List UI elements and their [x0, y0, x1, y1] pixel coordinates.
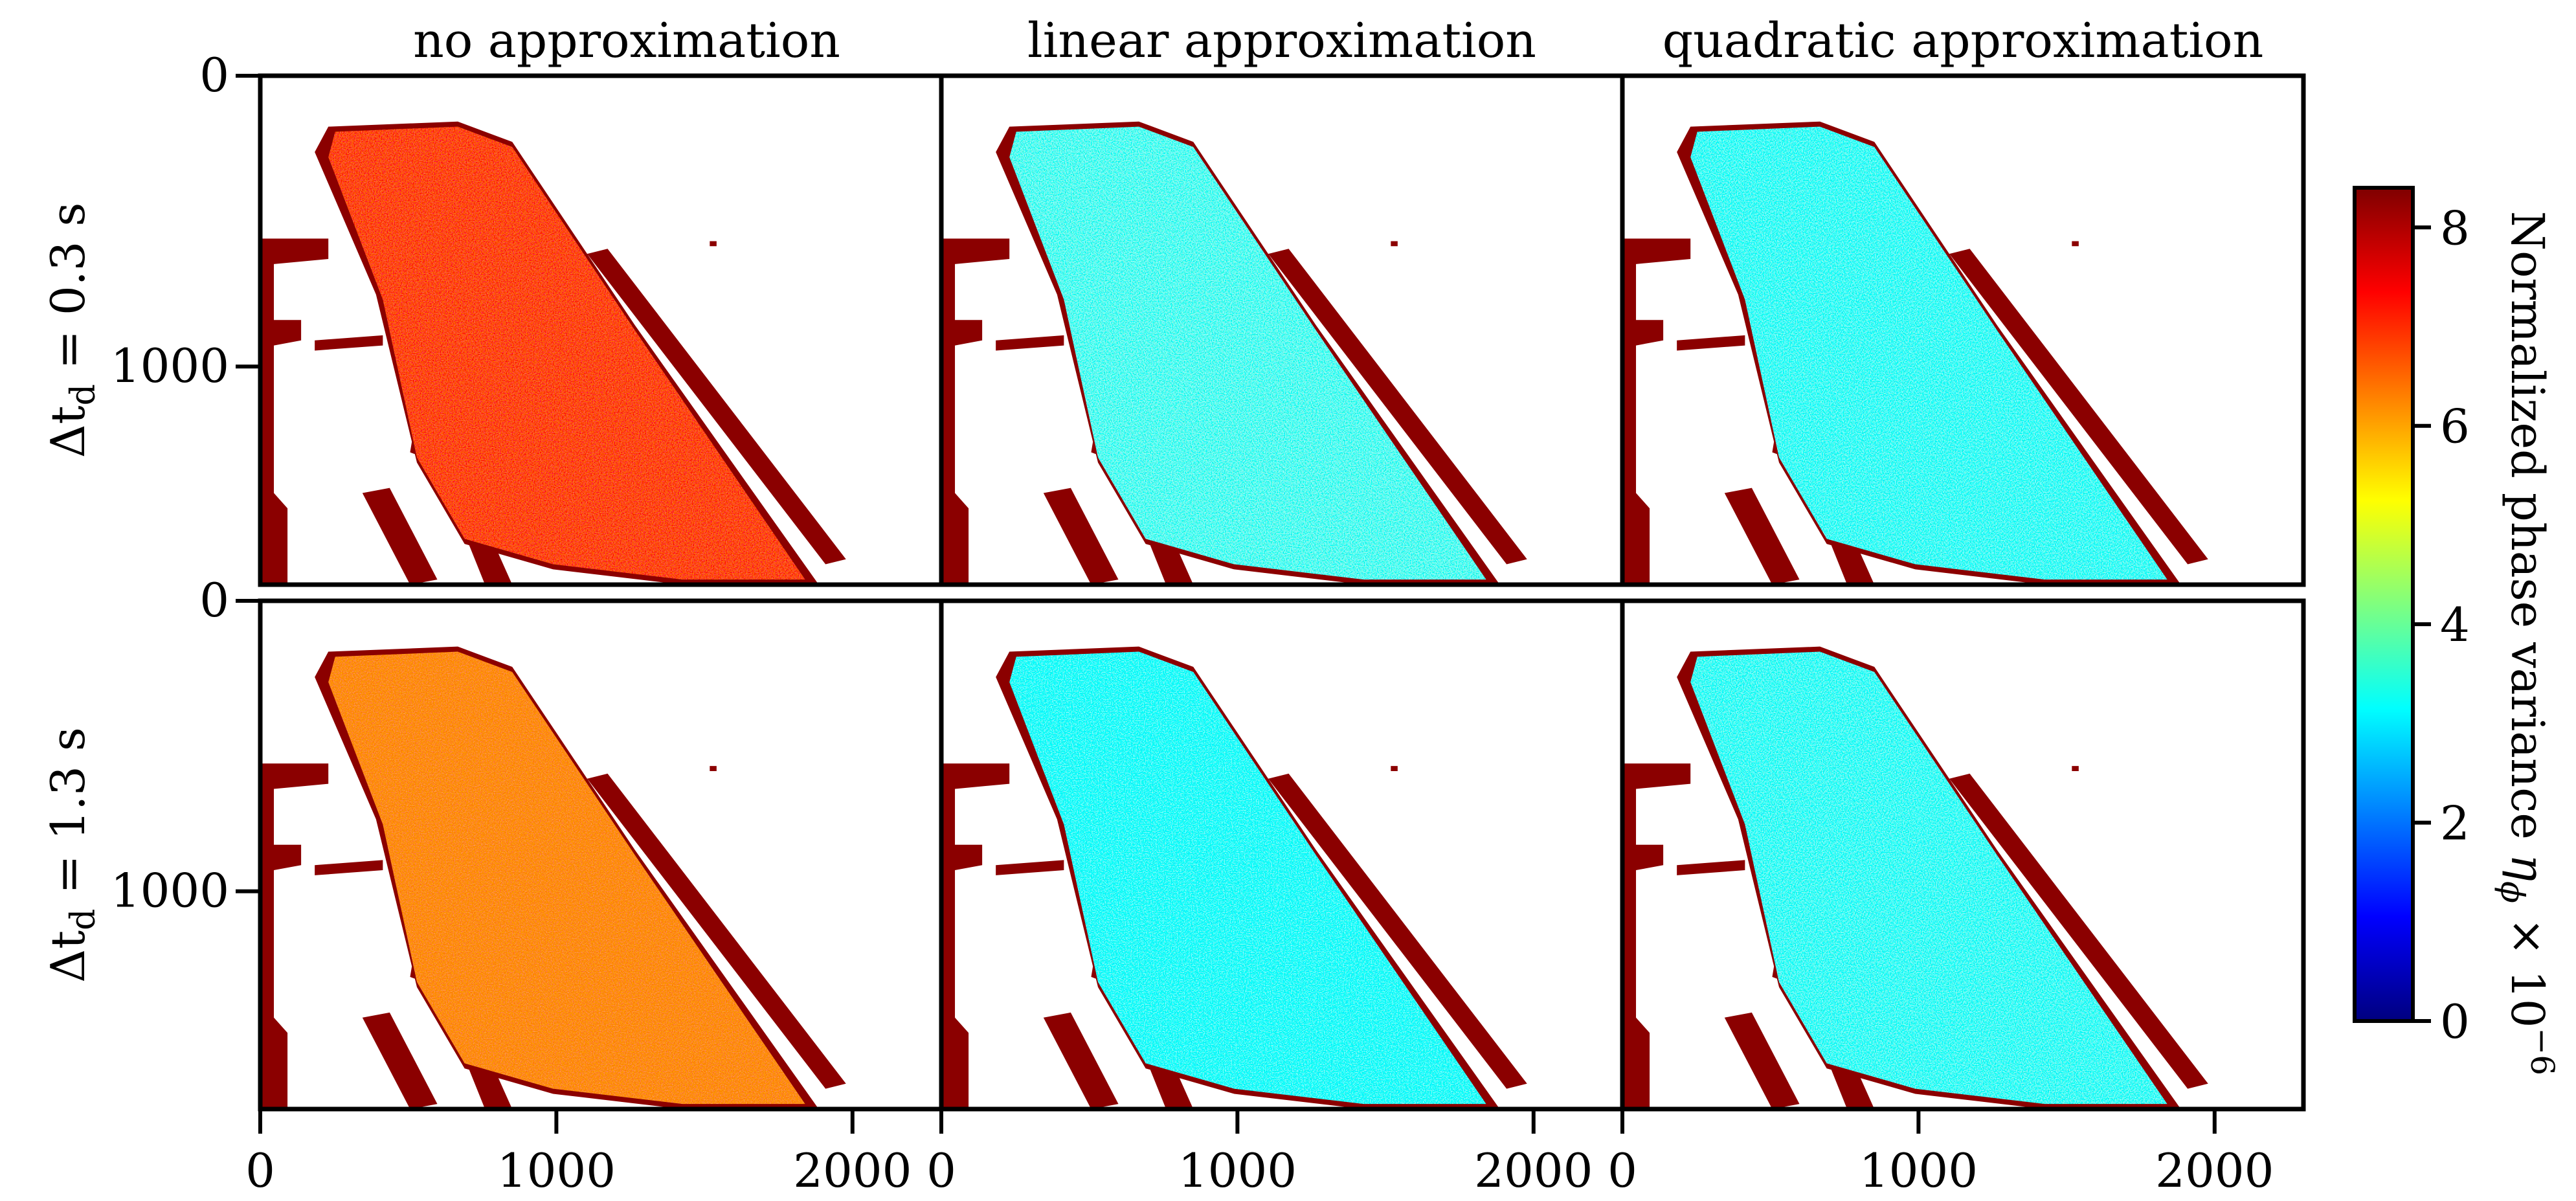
colorbar-label: Normalized phase variance ηϕ × 10−6 [2494, 211, 2561, 1075]
axes-layer: no approximation linear approximation quad… [41, 13, 2274, 1198]
colorbar-tick-label: 0 [2440, 994, 2470, 1049]
panel-r2-c1 [258, 598, 944, 1112]
x-tick-label: 0 [1607, 1143, 1637, 1198]
panels-layer [258, 73, 2306, 1112]
panel-r2-c2 [939, 598, 1625, 1112]
y-tick-label: 0 [199, 573, 229, 627]
x-tick-label: 0 [926, 1143, 956, 1198]
column-title-2: linear approximation [1027, 13, 1536, 69]
panel-r2-c3 [1620, 598, 2306, 1112]
panel-frame [1620, 598, 2306, 1112]
colorbar-tick-label: 8 [2440, 201, 2470, 255]
x-tick-label: 2000 [793, 1143, 912, 1198]
x-tick-label: 1000 [497, 1143, 616, 1198]
y-tick-label: 1000 [111, 339, 229, 393]
panel-r1-c3 [1620, 73, 2306, 587]
panel-r1-c1 [258, 73, 944, 587]
x-tick-label: 2000 [2155, 1143, 2274, 1198]
column-title-3: quadratic approximation [1663, 13, 2263, 69]
panel-r1-c2 [939, 73, 1625, 587]
colorbar: 0 2 4 6 8 Normalized phase variance ηϕ × 10−6 [2353, 186, 2561, 1075]
colorbar-gradient [2353, 186, 2415, 1023]
column-title-1: no approximation [413, 13, 840, 69]
x-tick-label: 1000 [1859, 1143, 1978, 1198]
x-tick-label: 2000 [1474, 1143, 1593, 1198]
panel-frame [1620, 73, 2306, 587]
x-tick-label: 0 [245, 1143, 275, 1198]
colorbar-tick-label: 4 [2440, 598, 2470, 652]
colorbar-tick-label: 2 [2440, 796, 2470, 851]
x-tick-label: 1000 [1178, 1143, 1297, 1198]
y-tick-label: 1000 [111, 864, 229, 918]
y-tick-label: 0 [199, 48, 229, 102]
row-label-1: Δtd = 0.3 s [41, 203, 103, 458]
row-label-2: Δtd = 1.3 s [41, 727, 103, 983]
colorbar-tick-label: 6 [2440, 399, 2470, 454]
